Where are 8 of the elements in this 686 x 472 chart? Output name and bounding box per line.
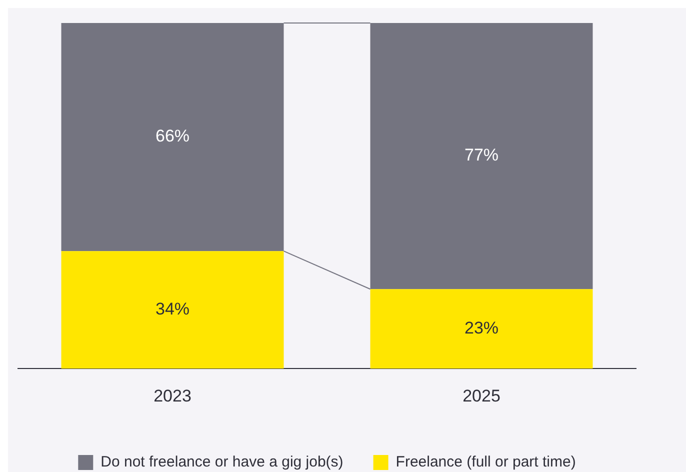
- legend-label: Freelance (full or part time): [396, 454, 576, 471]
- x-tick-label: 2023: [154, 386, 192, 406]
- data-label: 23%: [464, 318, 499, 338]
- x-tick-label: 2025: [462, 386, 500, 406]
- data-label: 77%: [464, 146, 499, 165]
- data-label: 66%: [155, 126, 190, 146]
- data-label: 34%: [155, 300, 190, 319]
- legend-label: Do not freelance or have a gig job(s): [100, 454, 344, 471]
